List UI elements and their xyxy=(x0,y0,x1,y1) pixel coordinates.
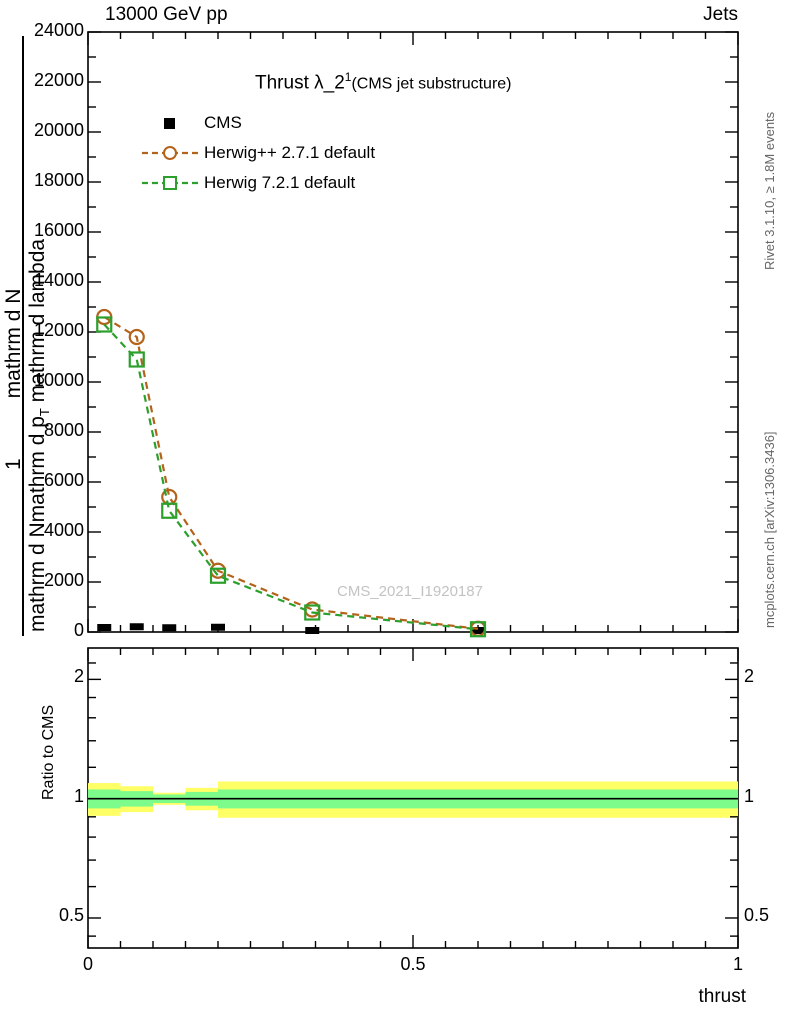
watermark-analysis-id: CMS_2021_I1920187 xyxy=(337,583,483,600)
ratio-y-tick-label: 2 xyxy=(73,666,84,687)
ratio-y-tick-label: 2 xyxy=(744,666,755,687)
header-beam-label: 13000 GeV pp xyxy=(105,4,228,25)
ratio-y-axis-title: Ratio to CMS xyxy=(40,704,57,800)
main-y-tick-label: 2000 xyxy=(43,570,84,590)
y-axis-title-fraction-bar xyxy=(22,36,24,636)
legend-entry-herwig7[interactable]: Herwig 7.2.1 default xyxy=(140,168,375,198)
ratio-y-tick-label: 0.5 xyxy=(58,904,84,925)
legend-marker-herwigpp xyxy=(142,146,198,160)
main-y-tick-label: 24000 xyxy=(33,20,84,40)
ratio-y-tick-label: 0.5 xyxy=(744,904,770,925)
plot-title-main: Thrust xyxy=(255,72,315,94)
main-y-tick-label: 4000 xyxy=(43,520,84,540)
y-axis-title-frag-a: mathrm d N xyxy=(26,522,49,632)
y-axis-title-frag-b: mathrm d p xyxy=(26,416,49,523)
main-y-tick-label: 22000 xyxy=(33,70,84,90)
main-y-tick-label: 12000 xyxy=(33,320,84,340)
header-category-label: Jets xyxy=(703,4,738,25)
plot-title: Thrust λ_21(CMS jet substructure) xyxy=(255,70,512,94)
main-y-tick-label: 0 xyxy=(73,620,84,640)
plot-title-paren: (CMS jet substructure) xyxy=(351,75,512,93)
legend-marker-herwig7 xyxy=(142,176,198,190)
y-axis-title-denominator: mathrm d Nmathrm d pT mathrm d lambda xyxy=(26,12,52,632)
legend-entry-cms[interactable]: CMS xyxy=(140,108,375,138)
main-y-tick-label: 10000 xyxy=(33,370,84,390)
main-y-tick-label: 8000 xyxy=(43,420,84,440)
main-data-series xyxy=(96,308,487,638)
side-label-mcplots: mcplots.cern.ch [arXiv:1306.3436] xyxy=(762,431,777,628)
legend-label-cms: CMS xyxy=(204,113,242,132)
main-y-tick-label: 18000 xyxy=(33,170,84,190)
legend-label-herwigpp: Herwig++ 2.7.1 default xyxy=(204,143,376,162)
main-y-tick-label: 14000 xyxy=(33,270,84,290)
legend-marker-cms xyxy=(164,118,175,129)
legend-label-herwig7: Herwig 7.2.1 default xyxy=(204,173,356,192)
x-axis-title: thrust xyxy=(698,986,746,1007)
ratio-uncertainty-bands xyxy=(88,781,738,818)
legend: CMS Herwig++ 2.7.1 default Herwig 7.2.1 … xyxy=(140,108,375,198)
x-tick-label: 0 xyxy=(82,954,93,974)
ratio-y-tick-label: 1 xyxy=(73,785,84,806)
side-label-rivet: Rivet 3.1.10, ≥ 1.8M events xyxy=(762,111,777,270)
ratio-x-axis-ticks xyxy=(87,648,739,948)
x-tick-label: 0.5 xyxy=(400,954,426,974)
legend-entry-herwigpp[interactable]: Herwig++ 2.7.1 default xyxy=(140,138,375,168)
ratio-y-tick-label: 1 xyxy=(744,785,755,806)
y-axis-title-frag-c: mathrm d lambda xyxy=(26,238,49,409)
main-y-tick-label: 16000 xyxy=(33,220,84,240)
main-y-tick-label: 6000 xyxy=(43,470,84,490)
x-tick-label: 1 xyxy=(732,954,743,974)
plot-title-lambda: λ_2 xyxy=(314,72,345,94)
main-y-tick-label: 20000 xyxy=(33,120,84,140)
y-axis-title-frag-b-sub: T xyxy=(37,408,53,417)
plot-title-superscript: 1 xyxy=(344,70,352,84)
main-y-axis-ticks xyxy=(88,31,738,633)
main-x-axis-ticks xyxy=(87,32,739,632)
